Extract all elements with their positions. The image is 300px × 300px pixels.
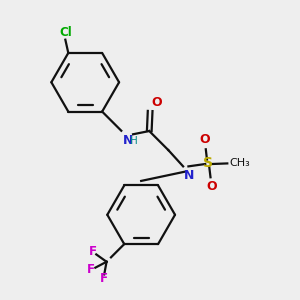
Text: F: F <box>100 272 108 285</box>
Text: O: O <box>199 133 210 146</box>
Text: S: S <box>203 156 213 170</box>
Text: F: F <box>88 245 96 258</box>
Text: O: O <box>152 96 162 109</box>
Text: O: O <box>207 180 217 193</box>
Text: H: H <box>130 136 137 146</box>
Text: N: N <box>123 134 133 147</box>
Text: F: F <box>87 262 95 276</box>
Text: CH₃: CH₃ <box>230 158 250 168</box>
Text: Cl: Cl <box>59 26 72 39</box>
Text: N: N <box>184 169 194 182</box>
